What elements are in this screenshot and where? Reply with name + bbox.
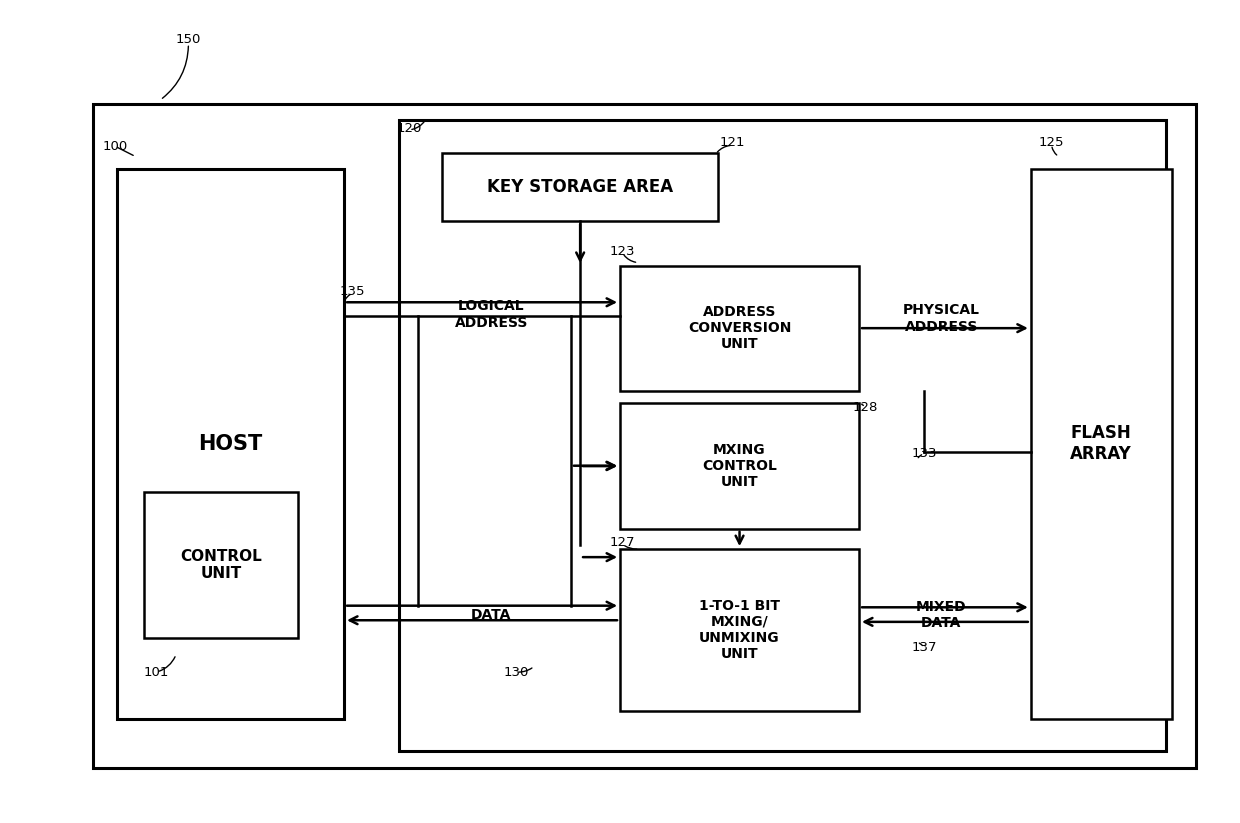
Text: 1-TO-1 BIT
MXING/
UNMIXING
UNIT: 1-TO-1 BIT MXING/ UNMIXING UNIT (699, 598, 780, 661)
Text: 100: 100 (102, 140, 128, 152)
Text: 150: 150 (176, 33, 201, 46)
Text: 127: 127 (610, 536, 635, 549)
Bar (620, 266, 859, 391)
Text: LOGICAL
ADDRESS: LOGICAL ADDRESS (455, 300, 528, 329)
Bar (118, 169, 345, 719)
Text: 123: 123 (610, 244, 635, 258)
Text: HOST: HOST (198, 434, 263, 453)
Text: CONTROL
UNIT: CONTROL UNIT (181, 549, 263, 581)
Bar (443, 152, 718, 221)
Text: PHYSICAL
ADDRESS: PHYSICAL ADDRESS (903, 304, 980, 333)
Text: 137: 137 (911, 641, 937, 654)
Bar (144, 492, 298, 638)
Text: 101: 101 (144, 666, 169, 678)
Bar (93, 104, 1197, 768)
Text: KEY STORAGE AREA: KEY STORAGE AREA (487, 178, 673, 196)
Text: FLASH
ARRAY: FLASH ARRAY (1070, 425, 1132, 463)
Bar (620, 549, 859, 711)
Text: DATA: DATA (471, 608, 511, 622)
Text: 128: 128 (853, 401, 878, 414)
Text: 125: 125 (1039, 137, 1064, 150)
Text: MIXED
DATA: MIXED DATA (916, 600, 966, 630)
Bar (399, 120, 1166, 751)
Text: MXING
CONTROL
UNIT: MXING CONTROL UNIT (702, 443, 777, 489)
Bar (1030, 169, 1172, 719)
Text: 133: 133 (911, 447, 937, 460)
Text: 121: 121 (720, 137, 745, 150)
Text: 135: 135 (340, 286, 366, 298)
Text: 120: 120 (397, 122, 422, 135)
Text: ADDRESS
CONVERSION
UNIT: ADDRESS CONVERSION UNIT (688, 305, 791, 351)
Text: 130: 130 (503, 666, 528, 678)
Bar (620, 403, 859, 529)
